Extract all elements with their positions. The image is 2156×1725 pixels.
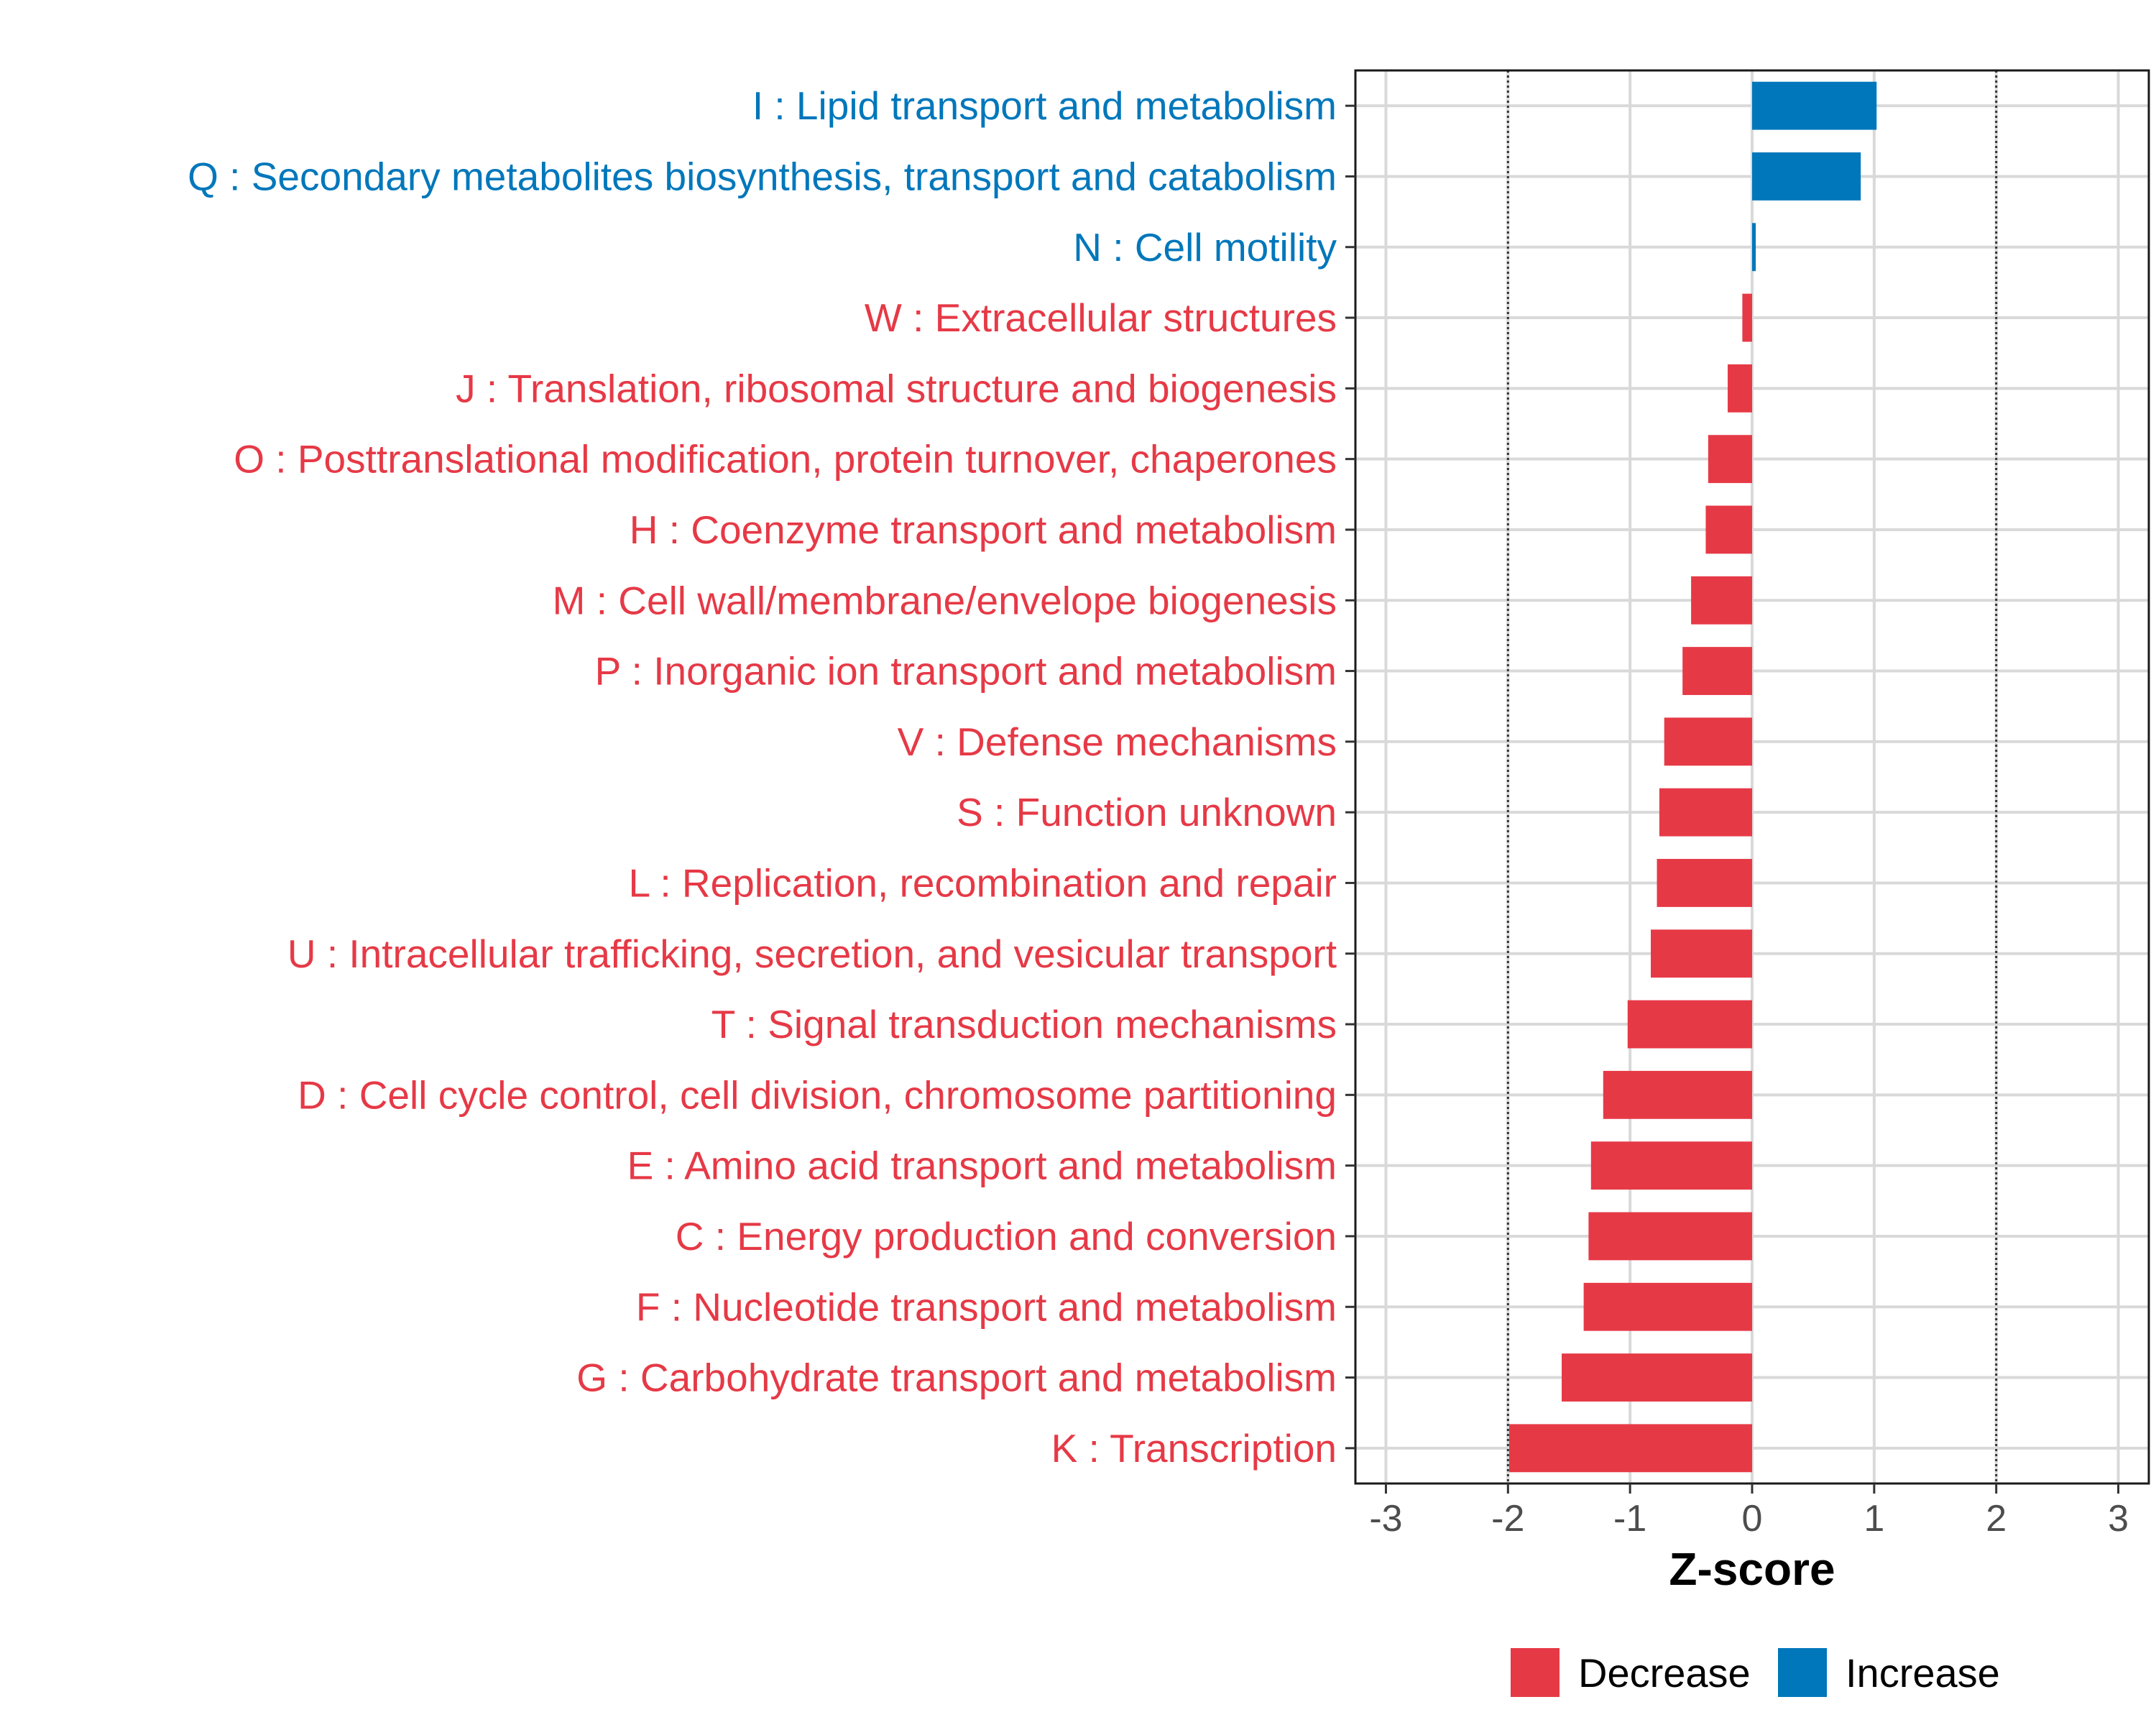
- category-label-n: N : Cell motility: [1073, 225, 1337, 270]
- bar-f: [1583, 1282, 1752, 1331]
- bar-p: [1682, 647, 1752, 695]
- category-label-k: K : Transcription: [1051, 1426, 1337, 1471]
- legend-swatch-decrease: [1511, 1648, 1560, 1697]
- x-tick-label: -1: [1613, 1498, 1646, 1540]
- x-tick-label: 0: [1742, 1498, 1763, 1540]
- bar-t: [1627, 1000, 1752, 1049]
- x-tick-label: 2: [1986, 1498, 2007, 1540]
- y-axis-ticks: [1345, 104, 1355, 1450]
- category-label-e: E : Amino acid transport and metabolism: [627, 1144, 1337, 1188]
- x-tick-label: -3: [1369, 1498, 1402, 1540]
- bar-v: [1664, 717, 1752, 766]
- category-label-u: U : Intracellular trafficking, secretion…: [287, 932, 1337, 976]
- bar-u: [1651, 929, 1752, 978]
- category-label-m: M : Cell wall/membrane/envelope biogenes…: [553, 578, 1337, 622]
- category-label-w: W : Extracellular structures: [865, 295, 1337, 340]
- bar-d: [1603, 1070, 1752, 1119]
- legend: Decrease Increase: [1511, 1648, 2000, 1697]
- legend-label-decrease: Decrease: [1578, 1650, 1751, 1696]
- bar-e: [1590, 1141, 1752, 1190]
- x-axis-title: Z-score: [1669, 1543, 1835, 1595]
- bar-l: [1657, 859, 1752, 907]
- bar-j: [1728, 364, 1752, 413]
- bar-h: [1705, 505, 1752, 554]
- bar-s: [1659, 788, 1752, 837]
- bar-i: [1752, 81, 1877, 130]
- category-label-s: S : Function unknown: [957, 790, 1337, 834]
- category-label-q: Q : Secondary metabolites biosynthesis, …: [188, 154, 1337, 198]
- bar-m: [1691, 576, 1752, 625]
- category-label-l: L : Replication, recombination and repai…: [629, 860, 1337, 905]
- category-label-i: I : Lipid transport and metabolism: [752, 83, 1337, 128]
- x-tick-label: 3: [2108, 1498, 2129, 1540]
- category-label-o: O : Posttranslational modification, prot…: [234, 437, 1337, 482]
- bar-k: [1509, 1424, 1752, 1473]
- bar-layer: [1509, 81, 1877, 1473]
- legend-swatch-increase: [1778, 1648, 1827, 1697]
- x-tick-label: 1: [1864, 1498, 1884, 1540]
- x-tick-label: -2: [1491, 1498, 1524, 1540]
- category-label-v: V : Defense mechanisms: [898, 719, 1337, 764]
- category-label-c: C : Energy production and conversion: [676, 1214, 1337, 1259]
- category-labels: I : Lipid transport and metabolism Q : Se…: [188, 83, 1337, 1471]
- category-label-g: G : Carbohydrate transport and metabolis…: [576, 1356, 1337, 1400]
- x-axis-ticks: -3 -2 -1 0 1 2 3: [1369, 1484, 2129, 1540]
- category-label-f: F : Nucleotide transport and metabolism: [636, 1284, 1337, 1329]
- reference-lines: [1506, 70, 1998, 1484]
- bar-o: [1708, 435, 1752, 484]
- legend-label-increase: Increase: [1846, 1650, 2000, 1696]
- category-label-t: T : Signal transduction mechanisms: [711, 1002, 1337, 1046]
- category-label-d: D : Cell cycle control, cell division, c…: [298, 1072, 1337, 1117]
- bar-g: [1562, 1353, 1752, 1402]
- category-label-h: H : Coenzyme transport and metabolism: [630, 507, 1337, 552]
- bar-c: [1588, 1212, 1752, 1261]
- bar-q: [1752, 152, 1861, 201]
- category-label-p: P : Inorganic ion transport and metaboli…: [595, 649, 1337, 694]
- bar-w: [1742, 293, 1752, 342]
- category-label-j: J : Translation, ribosomal structure and…: [456, 366, 1337, 410]
- bar-n: [1752, 223, 1756, 272]
